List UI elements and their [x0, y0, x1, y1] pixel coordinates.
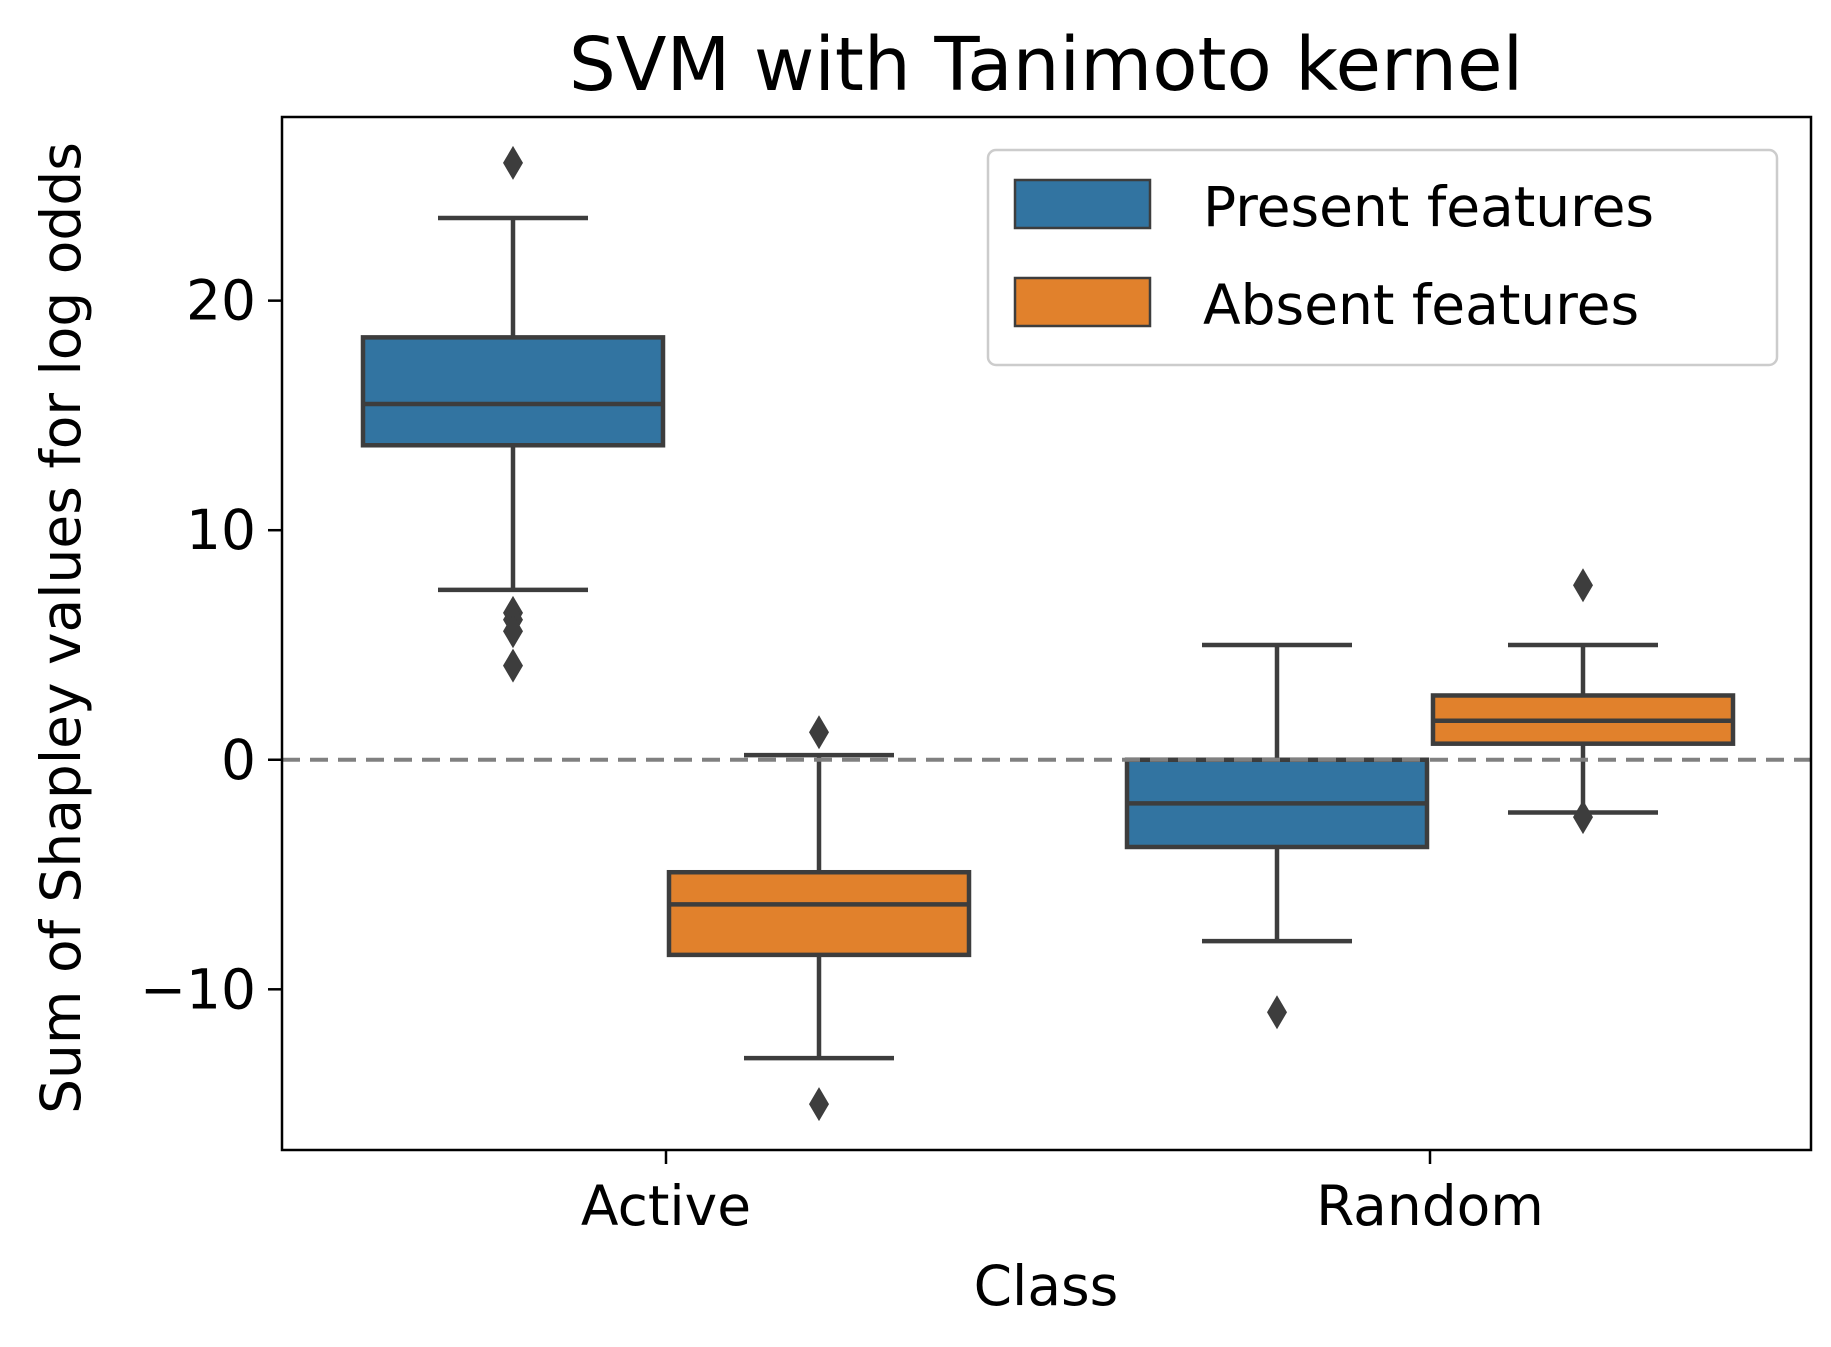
x-tick-label: Random: [1316, 1174, 1544, 1238]
box-group: [1430, 568, 1736, 835]
outlier-point: [503, 614, 523, 649]
box-group: [1124, 642, 1430, 1030]
outlier-point: [809, 715, 829, 750]
outlier-point: [1573, 568, 1593, 603]
x-axis-label: Class: [974, 1254, 1119, 1318]
legend-swatch-absent: [1013, 276, 1152, 328]
box-iqr: [666, 869, 972, 958]
y-tick-label: 0: [221, 728, 256, 792]
axes-frame: [280, 115, 1813, 1152]
y-tick-label: 10: [186, 498, 256, 562]
box-group: [666, 715, 972, 1122]
outlier-point: [1267, 995, 1287, 1030]
outlier-point: [503, 145, 523, 180]
legend-label-present: Present features: [1203, 175, 1654, 239]
plot-area: [282, 145, 1811, 1122]
box-iqr: [360, 335, 666, 448]
y-axis-label: Sum of Shapley values for log odds: [29, 142, 93, 1114]
legend: Present features Absent features: [986, 148, 1779, 367]
y-tick-label: 20: [186, 269, 256, 333]
legend-label-absent: Absent features: [1203, 273, 1639, 337]
legend-frame: [986, 148, 1779, 367]
box-group: [360, 145, 666, 683]
outlier-point: [1573, 800, 1593, 835]
chart-title: SVM with Tanimoto kernel: [569, 22, 1523, 108]
y-tick-label: −10: [140, 957, 256, 1021]
outlier-point: [503, 648, 523, 683]
outlier-point: [809, 1087, 829, 1122]
x-tick-label: Active: [581, 1174, 751, 1238]
legend-swatch-present: [1013, 178, 1152, 230]
